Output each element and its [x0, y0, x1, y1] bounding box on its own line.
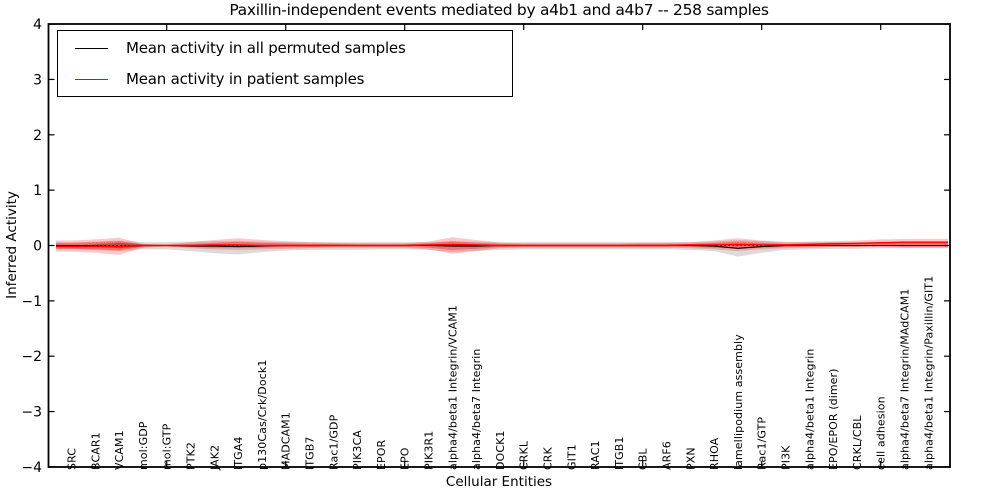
- legend-label-permuted: Mean activity in all permuted samples: [126, 39, 406, 57]
- x-category-label: MADCAM1: [280, 412, 293, 470]
- x-category-label: ITGA4: [232, 436, 245, 470]
- y-tick-label: 1: [33, 183, 42, 199]
- x-category-label: PTK2: [185, 442, 198, 470]
- patient-mean-line: [56, 241, 948, 248]
- x-category-label: RHOA: [708, 437, 721, 470]
- y-tick-label: −4: [21, 460, 42, 476]
- y-tick-label: −1: [21, 294, 42, 310]
- x-category-label: p130Cas/Crk/Dock1: [256, 360, 269, 470]
- x-category-label: PI3K: [780, 445, 793, 470]
- y-tick-label: 2: [33, 128, 42, 144]
- y-tick-label: 0: [33, 239, 42, 255]
- legend: Mean activity in all permuted samples Me…: [57, 30, 513, 97]
- x-category-label: RAC1: [589, 440, 602, 470]
- x-category-label: alpha4/beta7 Integrin/MAdCAM1: [899, 289, 912, 470]
- x-category-label: CRK: [542, 446, 555, 470]
- x-category-label: lamellipodium assembly: [732, 334, 745, 470]
- y-tick-label: −3: [21, 405, 42, 421]
- x-category-label: JAK2: [208, 445, 221, 471]
- x-category-label: EPO: [399, 447, 412, 470]
- x-category-label: mol:GTP: [161, 423, 174, 470]
- x-category-label: GIT1: [565, 444, 578, 470]
- x-category-label: PIK3R1: [423, 431, 436, 470]
- x-category-label: EPOR: [375, 439, 388, 470]
- x-category-label: ITGB7: [304, 436, 317, 470]
- y-axis-label: Inferred Activity: [4, 191, 20, 299]
- chart-title: Paxillin-independent events mediated by …: [229, 1, 769, 19]
- legend-label-patient: Mean activity in patient samples: [126, 70, 365, 88]
- patient-line-swatch-icon: [75, 78, 108, 80]
- x-category-label: cell adhesion: [875, 396, 888, 470]
- x-category-label: PXN: [684, 447, 697, 470]
- y-tick-label: 3: [33, 72, 42, 88]
- x-category-label: Rac1/GDP: [327, 414, 340, 470]
- permuted-line-swatch-icon: [75, 47, 108, 49]
- x-category-label: CBL: [637, 448, 650, 470]
- x-category-label: EPO/EPOR (dimer): [827, 368, 840, 470]
- x-axis-label: Cellular Entities: [445, 474, 553, 490]
- x-category-label: Rac1/GTP: [756, 417, 769, 470]
- x-category-label: PIK3CA: [351, 430, 364, 470]
- x-category-label: CRKL: [518, 440, 531, 470]
- x-category-label: SRC: [66, 448, 79, 470]
- y-tick-label: 4: [33, 17, 42, 33]
- legend-entry-permuted: Mean activity in all permuted samples: [58, 33, 512, 64]
- x-category-label: ARF6: [661, 441, 674, 470]
- x-category-label: mol:GDP: [137, 421, 150, 470]
- x-category-label: CRKL/CBL: [851, 415, 864, 470]
- y-tick-label: −2: [21, 349, 42, 365]
- x-category-label: DOCK1: [494, 430, 507, 470]
- x-category-label: alpha4/beta1 Integrin: [803, 349, 816, 470]
- x-category-label: alpha4/beta1 Integrin/Paxillin/GIT1: [922, 276, 935, 470]
- x-category-label: alpha4/beta1 Integrin/VCAM1: [446, 305, 459, 470]
- x-category-label: ITGB1: [613, 436, 626, 470]
- legend-entry-patient: Mean activity in patient samples: [58, 64, 512, 95]
- x-category-label: VCAM1: [113, 430, 126, 470]
- x-category-label: BCAR1: [89, 432, 102, 470]
- x-category-label: alpha4/beta7 Integrin: [470, 349, 483, 470]
